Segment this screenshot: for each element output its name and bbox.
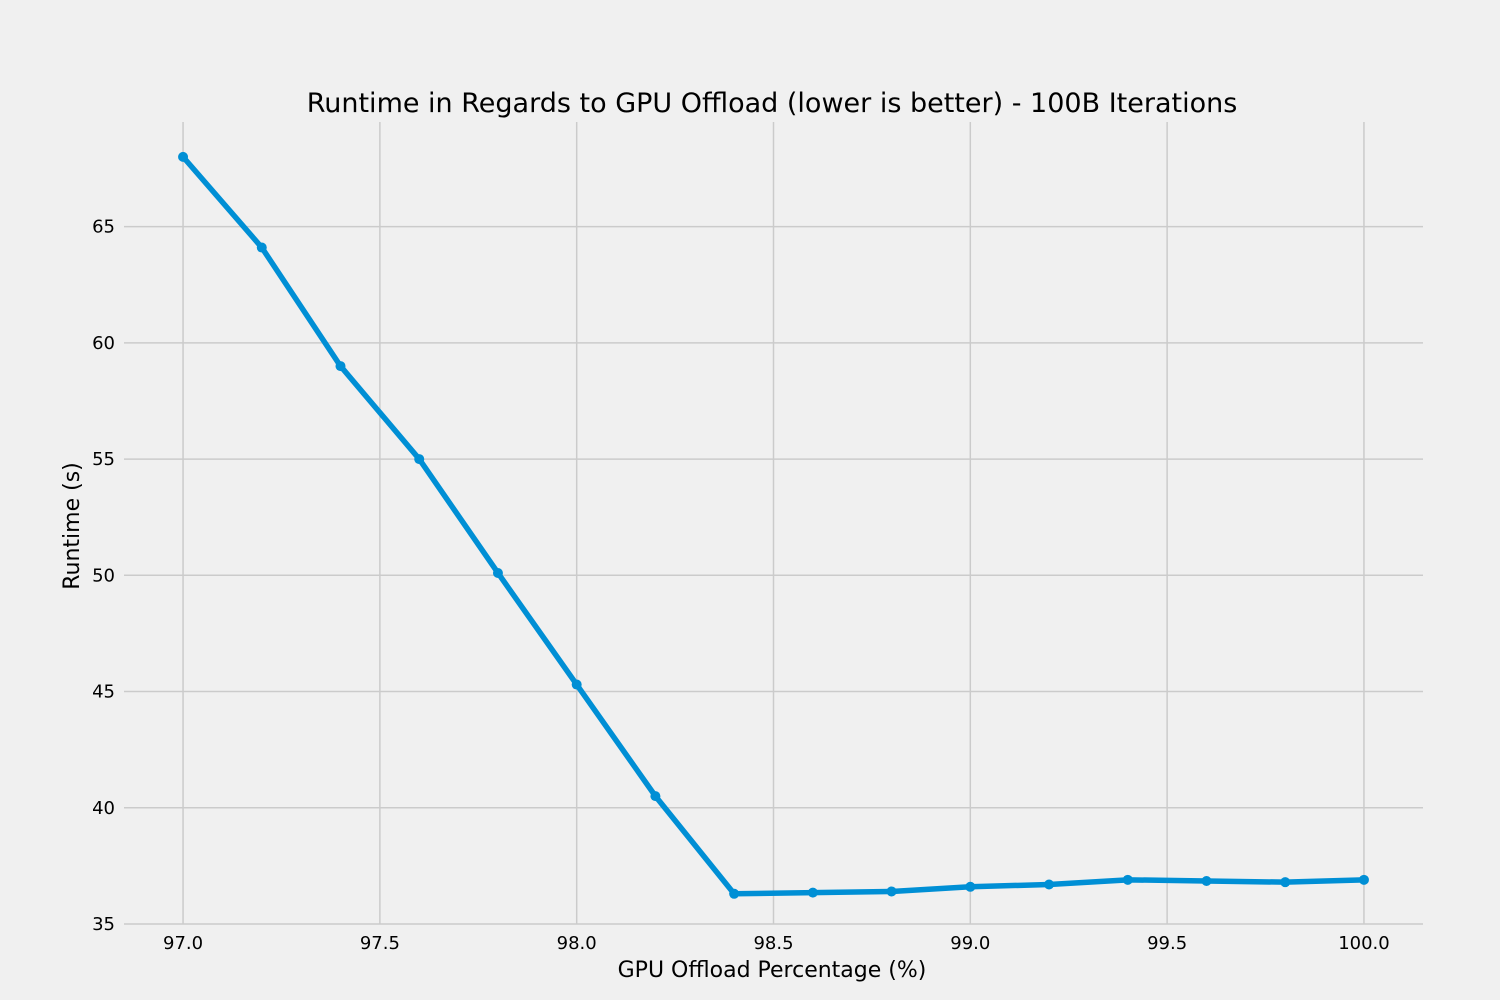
data-point	[414, 454, 425, 465]
x-tick-label: 100.0	[1338, 933, 1390, 954]
y-axis-label: Runtime (s)	[60, 462, 85, 590]
y-tick-label: 35	[92, 914, 115, 935]
data-point	[1201, 875, 1212, 886]
data-point	[807, 887, 818, 898]
x-axis-label: GPU Offload Percentage (%)	[618, 958, 927, 983]
y-tick-label: 55	[92, 449, 115, 470]
series-line	[180, 154, 1367, 897]
chart-title: Runtime in Regards to GPU Offload (lower…	[307, 88, 1238, 119]
data-point	[886, 886, 897, 897]
x-tick-label: 98.0	[557, 933, 597, 954]
data-point	[650, 791, 661, 802]
series	[178, 151, 1369, 899]
x-tick-label: 97.0	[163, 933, 203, 954]
data-point	[178, 151, 189, 162]
x-tick-label: 99.5	[1147, 933, 1187, 954]
data-point	[571, 679, 582, 690]
x-tick-label: 97.5	[360, 933, 400, 954]
data-point	[1280, 877, 1291, 888]
y-tick-label: 40	[92, 798, 115, 819]
y-tick-label: 45	[92, 682, 115, 703]
data-point	[965, 881, 976, 892]
data-point	[492, 567, 503, 578]
data-point	[1044, 879, 1055, 890]
data-point	[256, 242, 267, 253]
tick-labels: 97.0 97.5 98.0 98.5 99.0 99.5 100.0 35 40 45 50 55 6…	[92, 217, 1390, 954]
x-tick-label: 98.5	[753, 933, 793, 954]
grid	[124, 122, 1423, 925]
data-point	[1122, 874, 1133, 885]
data-point	[335, 361, 346, 372]
y-tick-label: 65	[92, 217, 115, 238]
y-tick-label: 60	[92, 333, 115, 354]
y-tick-label: 50	[92, 565, 115, 586]
data-point	[729, 888, 740, 899]
data-point	[1358, 874, 1369, 885]
x-tick-label: 99.0	[950, 933, 990, 954]
